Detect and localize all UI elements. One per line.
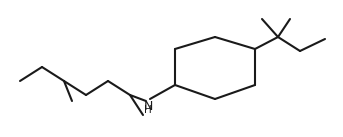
Text: N: N — [143, 101, 153, 113]
Text: H: H — [144, 105, 152, 115]
